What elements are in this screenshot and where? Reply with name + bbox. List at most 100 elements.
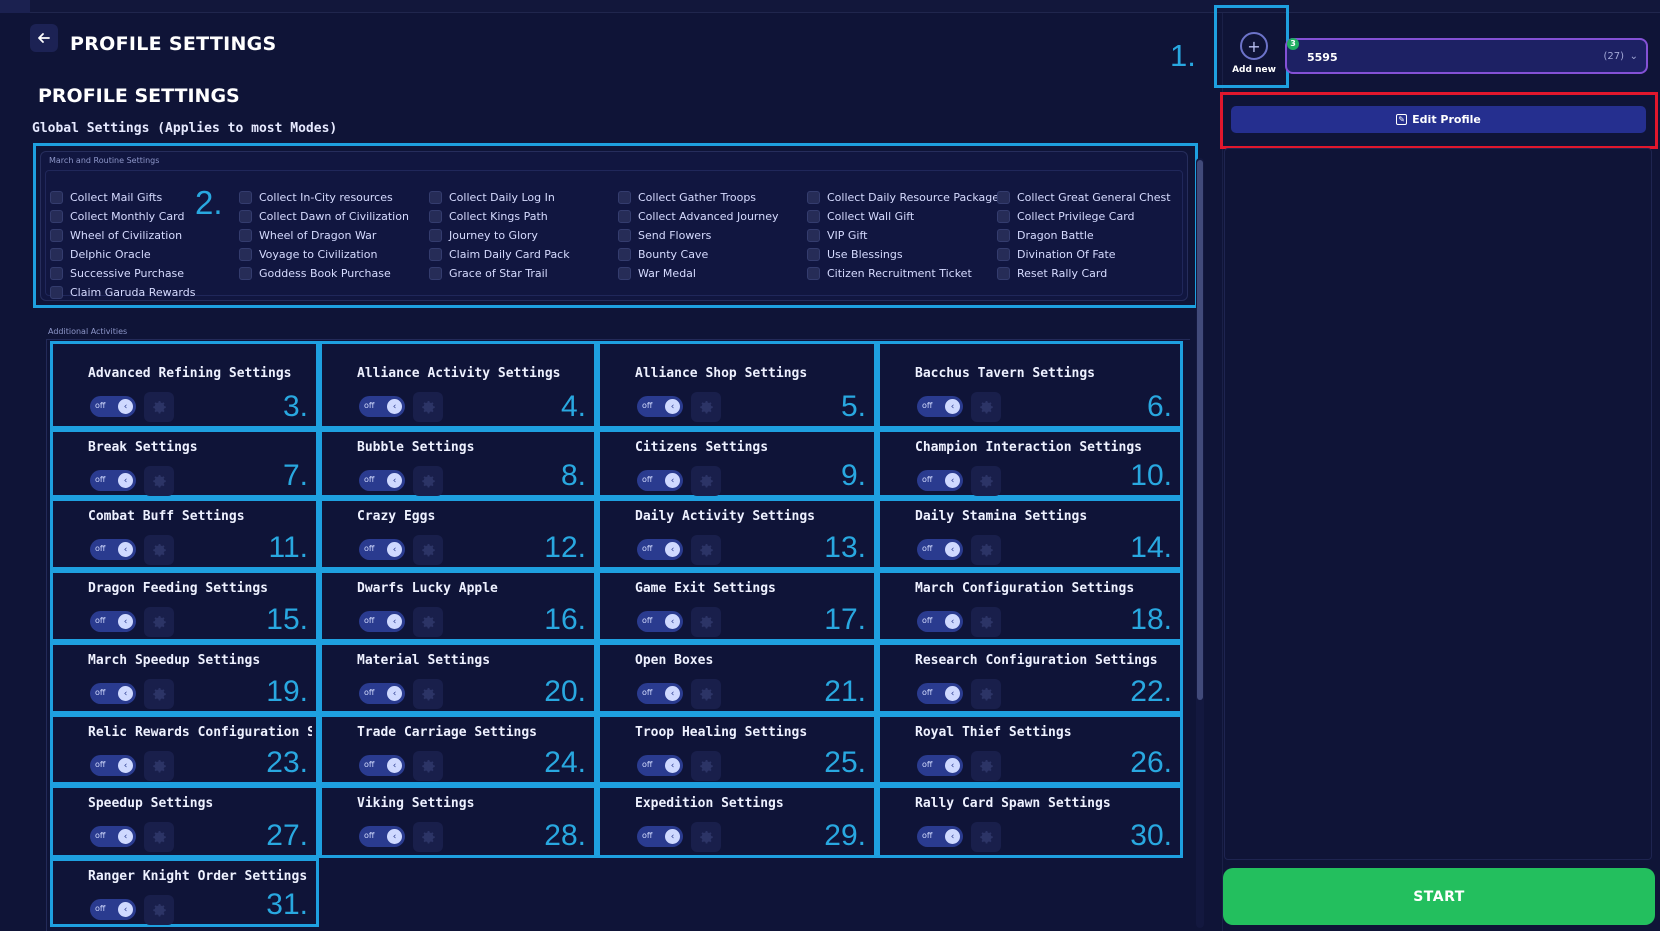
routine-checkbox-item[interactable]: Collect Daily Log In: [429, 189, 555, 205]
routine-checkbox-item[interactable]: Journey to Glory: [429, 227, 538, 243]
checkbox[interactable]: [618, 266, 631, 280]
activity-toggle[interactable]: off ‹: [917, 826, 963, 847]
gear-icon[interactable]: [413, 822, 443, 852]
activity-toggle[interactable]: off ‹: [90, 396, 136, 417]
routine-checkbox-item[interactable]: Divination Of Fate: [997, 246, 1116, 262]
routine-checkbox-item[interactable]: Successive Purchase: [50, 265, 184, 281]
back-button[interactable]: [30, 24, 58, 52]
activity-toggle[interactable]: off ‹: [359, 826, 405, 847]
activity-toggle[interactable]: off ‹: [90, 755, 136, 776]
checkbox[interactable]: [239, 247, 252, 261]
routine-checkbox-item[interactable]: Collect Daily Resource Package: [807, 189, 999, 205]
gear-icon[interactable]: [144, 895, 174, 925]
gear-icon[interactable]: [971, 392, 1001, 422]
checkbox[interactable]: [997, 247, 1010, 261]
scrollbar-thumb[interactable]: [1197, 160, 1203, 700]
routine-checkbox-item[interactable]: Send Flowers: [618, 227, 711, 243]
gear-icon[interactable]: [144, 822, 174, 852]
activity-toggle[interactable]: off ‹: [359, 611, 405, 632]
routine-checkbox-item[interactable]: Collect Gather Troops: [618, 189, 756, 205]
routine-checkbox-item[interactable]: Reset Rally Card: [997, 265, 1107, 281]
checkbox[interactable]: [807, 266, 820, 280]
activity-toggle[interactable]: off ‹: [359, 539, 405, 560]
gear-icon[interactable]: [691, 822, 721, 852]
activity-toggle[interactable]: off ‹: [90, 899, 136, 920]
checkbox[interactable]: [997, 190, 1010, 204]
activity-toggle[interactable]: off ‹: [917, 470, 963, 491]
routine-checkbox-item[interactable]: Bounty Cave: [618, 246, 708, 262]
routine-checkbox-item[interactable]: Collect Great General Chest: [997, 189, 1171, 205]
gear-icon[interactable]: [413, 751, 443, 781]
activity-toggle[interactable]: off ‹: [90, 683, 136, 704]
activity-toggle[interactable]: off ‹: [637, 539, 683, 560]
routine-checkbox-item[interactable]: War Medal: [618, 265, 696, 281]
checkbox[interactable]: [239, 209, 252, 223]
routine-checkbox-item[interactable]: Collect Mail Gifts: [50, 189, 162, 205]
gear-icon[interactable]: [691, 535, 721, 565]
checkbox[interactable]: [618, 247, 631, 261]
gear-icon[interactable]: [144, 466, 174, 496]
activity-toggle[interactable]: off ‹: [90, 826, 136, 847]
gear-icon[interactable]: [971, 535, 1001, 565]
gear-icon[interactable]: [691, 392, 721, 422]
edit-profile-button[interactable]: ✎ Edit Profile: [1231, 106, 1646, 133]
checkbox[interactable]: [239, 266, 252, 280]
gear-icon[interactable]: [144, 392, 174, 422]
checkbox[interactable]: [429, 190, 442, 204]
checkbox[interactable]: [997, 209, 1010, 223]
checkbox[interactable]: [429, 247, 442, 261]
gear-icon[interactable]: [971, 607, 1001, 637]
routine-checkbox-item[interactable]: Collect Dawn of Civilization: [239, 208, 409, 224]
add-new-button[interactable]: + Add new: [1230, 32, 1278, 84]
routine-checkbox-item[interactable]: Dragon Battle: [997, 227, 1094, 243]
gear-icon[interactable]: [144, 535, 174, 565]
checkbox[interactable]: [50, 190, 63, 204]
checkbox[interactable]: [50, 266, 63, 280]
activity-toggle[interactable]: off ‹: [637, 611, 683, 632]
activity-toggle[interactable]: off ‹: [637, 396, 683, 417]
start-button[interactable]: START: [1223, 868, 1655, 925]
routine-checkbox-item[interactable]: VIP Gift: [807, 227, 867, 243]
gear-icon[interactable]: [971, 679, 1001, 709]
activity-toggle[interactable]: off ‹: [359, 683, 405, 704]
routine-checkbox-item[interactable]: Wheel of Dragon War: [239, 227, 376, 243]
activity-toggle[interactable]: off ‹: [359, 470, 405, 491]
routine-checkbox-item[interactable]: Voyage to Civilization: [239, 246, 377, 262]
activity-toggle[interactable]: off ‹: [359, 755, 405, 776]
checkbox[interactable]: [50, 247, 63, 261]
gear-icon[interactable]: [144, 679, 174, 709]
checkbox[interactable]: [50, 209, 63, 223]
checkbox[interactable]: [239, 228, 252, 242]
profile-select[interactable]: 5595 (27) ⌄: [1285, 38, 1648, 74]
activity-toggle[interactable]: off ‹: [637, 755, 683, 776]
activity-toggle[interactable]: off ‹: [917, 611, 963, 632]
gear-icon[interactable]: [144, 607, 174, 637]
activity-toggle[interactable]: off ‹: [637, 826, 683, 847]
gear-icon[interactable]: [691, 466, 721, 496]
checkbox[interactable]: [429, 266, 442, 280]
checkbox[interactable]: [807, 228, 820, 242]
routine-checkbox-item[interactable]: Collect Wall Gift: [807, 208, 914, 224]
routine-checkbox-item[interactable]: Collect Kings Path: [429, 208, 548, 224]
gear-icon[interactable]: [971, 466, 1001, 496]
activity-toggle[interactable]: off ‹: [917, 683, 963, 704]
routine-checkbox-item[interactable]: Collect Monthly Card: [50, 208, 184, 224]
activity-toggle[interactable]: off ‹: [917, 539, 963, 560]
checkbox[interactable]: [997, 228, 1010, 242]
gear-icon[interactable]: [413, 392, 443, 422]
gear-icon[interactable]: [413, 535, 443, 565]
gear-icon[interactable]: [413, 466, 443, 496]
gear-icon[interactable]: [691, 607, 721, 637]
routine-checkbox-item[interactable]: Collect Advanced Journey: [618, 208, 779, 224]
checkbox[interactable]: [618, 209, 631, 223]
gear-icon[interactable]: [691, 679, 721, 709]
activity-toggle[interactable]: off ‹: [637, 470, 683, 491]
routine-checkbox-item[interactable]: Delphic Oracle: [50, 246, 151, 262]
routine-checkbox-item[interactable]: Goddess Book Purchase: [239, 265, 391, 281]
routine-checkbox-item[interactable]: Claim Daily Card Pack: [429, 246, 570, 262]
gear-icon[interactable]: [971, 822, 1001, 852]
checkbox[interactable]: [618, 190, 631, 204]
gear-icon[interactable]: [691, 751, 721, 781]
activity-toggle[interactable]: off ‹: [90, 611, 136, 632]
checkbox[interactable]: [50, 285, 63, 299]
